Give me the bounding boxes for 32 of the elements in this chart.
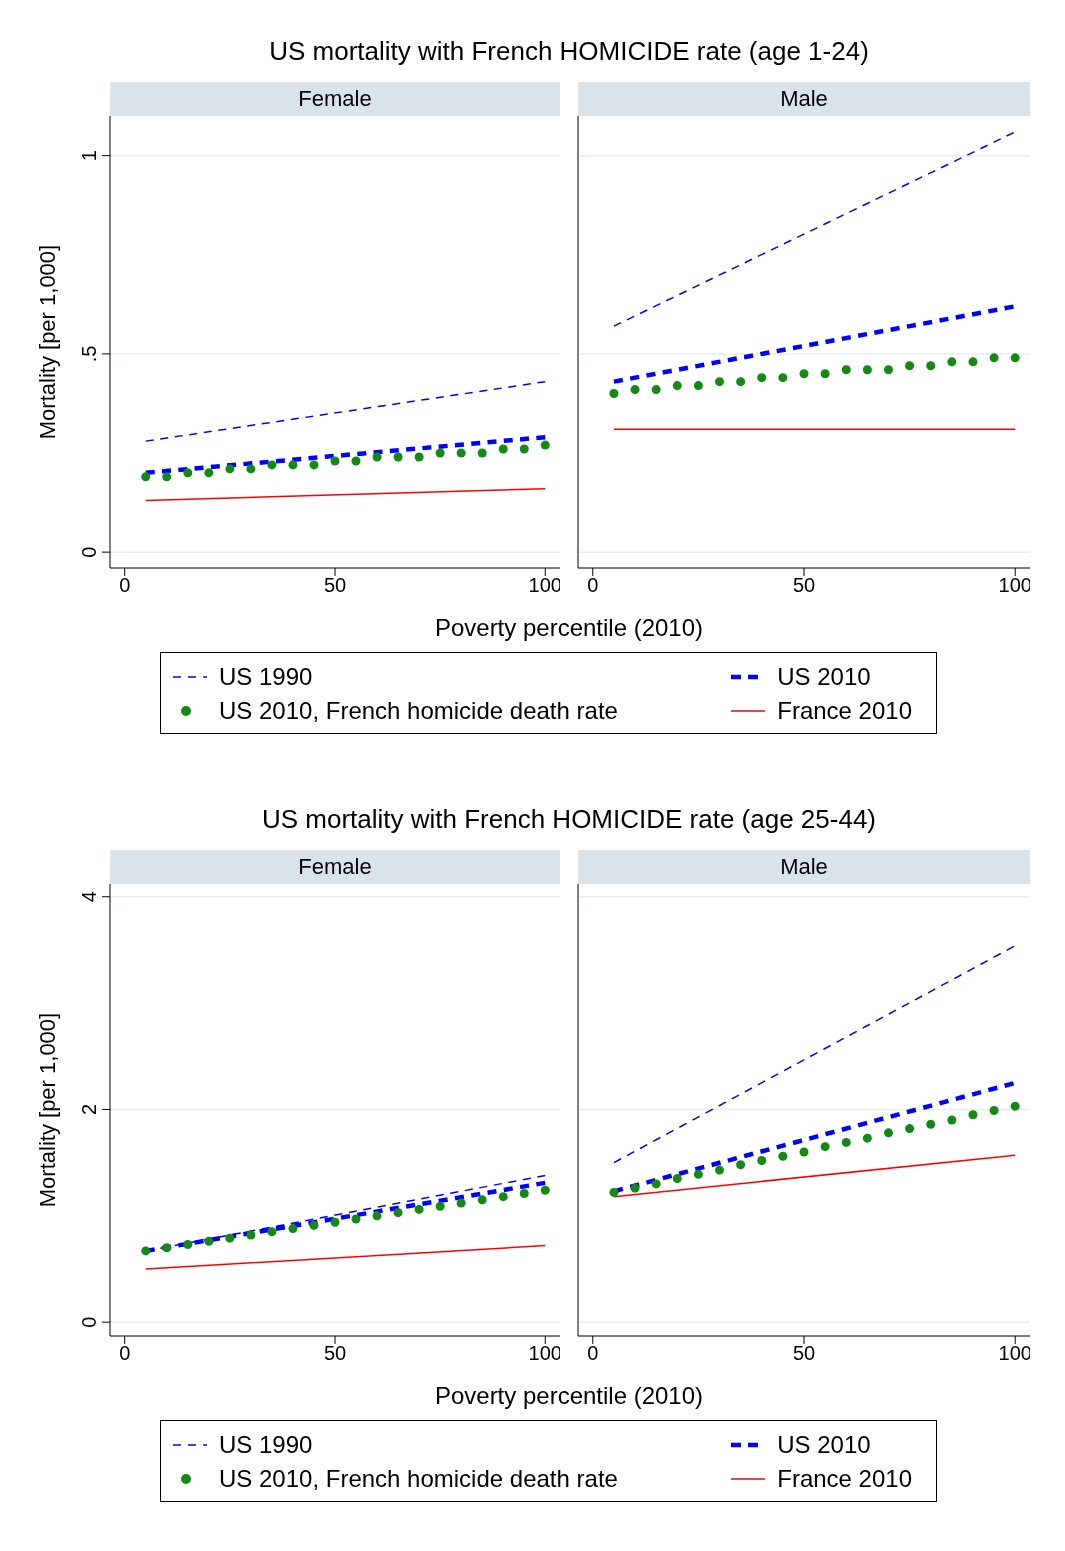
x-tick-label: 50 — [323, 574, 347, 597]
x-tick-label: 0 — [119, 1342, 131, 1365]
y-tick-label: 0 — [78, 546, 100, 558]
legend-label: US 1990 — [219, 663, 313, 691]
chart-subtitle: Female — [110, 850, 560, 884]
legend-label: France 2010 — [777, 697, 912, 725]
legend-label: US 2010, French homicide death rate — [219, 697, 618, 725]
y-tick-label: 0 — [78, 1316, 100, 1328]
y-tick-label: 1 — [78, 150, 100, 162]
legend-label: US 2010 — [777, 663, 871, 691]
y-axis-title: Mortality [per 1,000] — [34, 1012, 60, 1208]
x-tick-label: 0 — [587, 574, 599, 597]
chart-title: US mortality with French HOMICIDE rate (age 25-44) — [260, 804, 878, 835]
legend-label: France 2010 — [777, 1465, 912, 1493]
y-axis-title: Mortality [per 1,000] — [34, 244, 60, 440]
chart-subtitle: Female — [110, 82, 560, 116]
y-tick-label: .5 — [78, 345, 100, 363]
chart-title: US mortality with French HOMICIDE rate (age 1-24) — [268, 36, 870, 67]
legend-label: US 2010 — [777, 1431, 871, 1459]
chart-subtitle: Male — [578, 850, 1030, 884]
x-axis-title: Poverty percentile (2010) — [433, 1382, 705, 1410]
x-tick-label: 50 — [792, 1342, 816, 1365]
x-axis-title: Poverty percentile (2010) — [433, 614, 705, 642]
x-tick-label: 0 — [587, 1342, 599, 1365]
x-tick-label: 50 — [792, 574, 816, 597]
legend-label: US 2010, French homicide death rate — [219, 1465, 618, 1493]
x-tick-label: 50 — [323, 1342, 347, 1365]
x-tick-label: 0 — [119, 574, 131, 597]
y-tick-label: 2 — [78, 1103, 100, 1116]
legend-label: US 1990 — [219, 1431, 313, 1459]
chart-subtitle: Male — [578, 82, 1030, 116]
y-tick-label: 4 — [78, 891, 100, 903]
